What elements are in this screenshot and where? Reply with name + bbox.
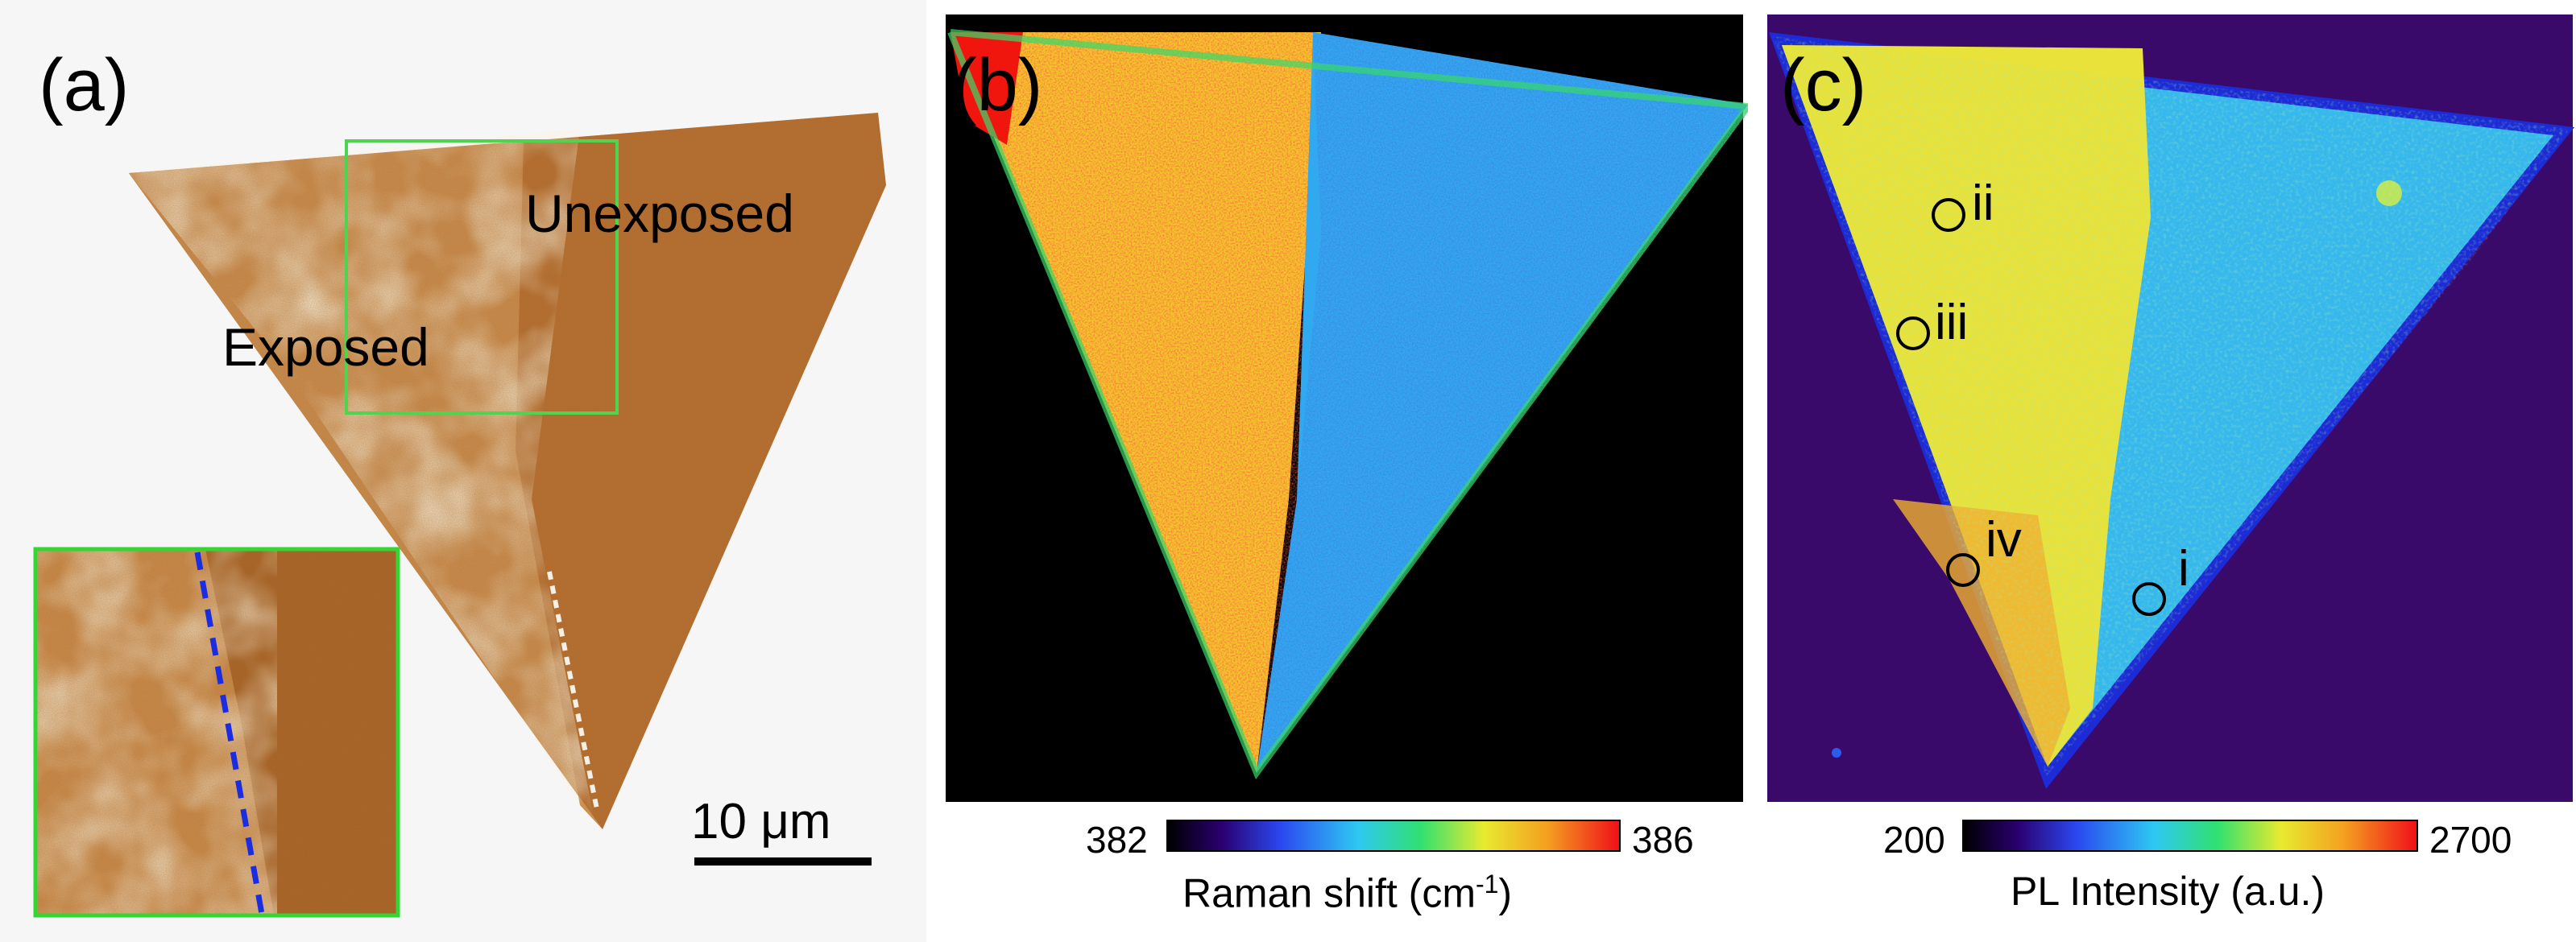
pl-colorbar <box>1962 820 2418 852</box>
pl-map <box>1767 14 2574 802</box>
panel-b-label: (b) <box>952 44 1043 126</box>
raman-cbar-title-main: Raman shift (cm <box>1182 870 1476 916</box>
panel-c-label: (c) <box>1780 44 1867 126</box>
point-iii-label: iii <box>1935 295 1969 350</box>
raman-map <box>946 14 1748 802</box>
point-i-label: i <box>2178 541 2189 597</box>
label-exposed: Exposed <box>222 317 429 377</box>
point-iv-marker <box>1946 553 1980 587</box>
panel-c: (c) ii iii iv i 200 2700 PL Intensity (a… <box>1764 0 2576 942</box>
afm-image <box>0 0 926 942</box>
panel-b: (b) 382 386 Raman shift (cm-1) <box>942 0 1748 942</box>
raman-cbar-title-end: ) <box>1498 870 1513 916</box>
label-unexposed: Unexposed <box>525 184 794 243</box>
panel-a: (a) Unexposed Exposed 10 μm <box>0 0 926 942</box>
point-i-marker <box>2132 582 2166 616</box>
point-iii-marker <box>1896 316 1930 350</box>
scale-bar <box>694 857 872 866</box>
zoom-region-box <box>345 139 619 415</box>
point-iv-label: iv <box>1986 512 2022 568</box>
point-ii-marker <box>1932 198 1965 232</box>
raman-cbar-min: 382 <box>1086 819 1148 861</box>
point-ii-label: ii <box>1972 176 1994 231</box>
raman-cbar-title: Raman shift (cm-1) <box>1182 871 1512 914</box>
pl-cbar-title: PL Intensity (a.u.) <box>2011 869 2325 914</box>
scale-bar-label: 10 μm <box>691 794 831 849</box>
raman-cbar-max: 386 <box>1632 819 1694 861</box>
pl-cbar-max: 2700 <box>2429 819 2512 861</box>
afm-inset <box>35 549 398 915</box>
panel-a-label: (a) <box>39 44 130 126</box>
raman-colorbar <box>1166 820 1621 852</box>
raman-cbar-title-sup: -1 <box>1475 870 1499 899</box>
pl-cbar-min: 200 <box>1883 819 1945 861</box>
